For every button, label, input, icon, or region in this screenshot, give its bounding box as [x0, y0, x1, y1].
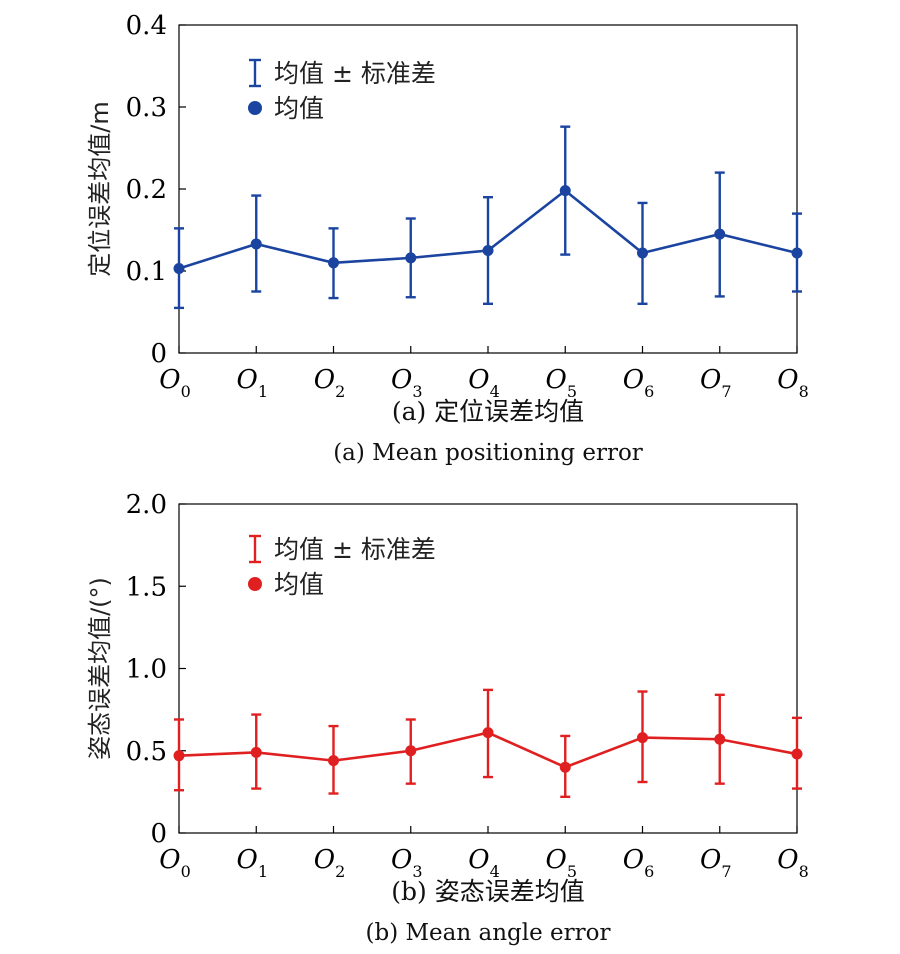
x-tick-base: O: [623, 845, 644, 875]
mean-point: [482, 245, 494, 256]
x-tick-subscript: 4: [490, 862, 500, 881]
y-tick-label: 0.2: [126, 175, 167, 205]
x-tick-label: O5: [545, 845, 577, 881]
x-tick-base: O: [236, 845, 257, 875]
x-tick-subscript: 3: [412, 862, 422, 881]
x-tick-base: O: [777, 365, 798, 395]
legend-label-mean-std: 均值 ± 标准差: [274, 535, 436, 564]
mean-point: [714, 733, 726, 745]
x-tick-subscript: 0: [181, 862, 191, 881]
y-tick-label: 1.0: [126, 655, 167, 685]
x-tick-subscript: 2: [335, 862, 345, 881]
caption-chinese: (a) 定位误差均值: [392, 397, 584, 426]
x-tick-label: O8: [777, 845, 809, 881]
mean-point: [328, 257, 339, 269]
x-tick-base: O: [468, 845, 489, 875]
x-tick-label: O8: [777, 365, 809, 401]
x-tick-label: O2: [314, 365, 346, 401]
chart-angle-error: 00.51.01.52.0O0 O1 O2 O3 O4 O5 O6 O7 O8姿态误差均值/(°…: [86, 490, 809, 946]
caption-chinese: (b) 姿态误差均值: [391, 877, 584, 906]
caption-english: (a) Mean positioning error: [333, 440, 643, 466]
x-tick-label: O1: [236, 365, 268, 401]
x-tick-label: O0: [159, 365, 191, 401]
x-tick-label: O3: [391, 365, 423, 401]
x-tick-base: O: [777, 845, 798, 875]
y-tick-label: 0.3: [126, 93, 167, 123]
mean-point: [637, 732, 648, 744]
x-tick-base: O: [468, 365, 489, 395]
x-tick-label: O6: [623, 845, 655, 881]
y-tick-label: 0: [150, 339, 167, 369]
x-tick-label: O7: [700, 365, 732, 401]
x-tick-base: O: [159, 365, 180, 395]
y-axis-label: 定位误差均值/m: [86, 101, 114, 276]
legend-label-mean-std: 均值 ± 标准差: [274, 59, 436, 88]
x-tick-subscript: 6: [644, 382, 654, 401]
x-tick-base: O: [314, 845, 335, 875]
mean-point: [173, 263, 185, 275]
x-tick-label: O7: [700, 845, 732, 881]
x-tick-label: O4: [468, 845, 500, 881]
legend-label-mean: 均值: [274, 570, 324, 599]
y-axis-label: 姿态误差均值/(°): [86, 577, 114, 760]
chart-positioning-error: 00.10.20.30.4O0 O1 O2 O3 O4 O5 O6 O7 O8定位误差均值/m均…: [86, 11, 809, 466]
x-tick-subscript: 6: [644, 862, 654, 881]
x-tick-base: O: [236, 365, 257, 395]
y-tick-label: 1.5: [126, 572, 167, 602]
x-tick-base: O: [159, 845, 180, 875]
plot-frame: [178, 503, 798, 834]
legend-label-mean: 均值: [274, 94, 324, 123]
x-tick-base: O: [391, 365, 412, 395]
x-tick-base: O: [700, 845, 721, 875]
x-tick-subscript: 2: [335, 382, 345, 401]
x-tick-subscript: 7: [721, 862, 731, 881]
x-tick-subscript: 5: [567, 862, 577, 881]
legend-point-icon: [248, 101, 262, 115]
mean-point: [173, 750, 185, 762]
mean-point: [405, 745, 417, 757]
y-tick-label: 0.1: [126, 257, 167, 287]
mean-point: [250, 238, 262, 250]
mean-point: [714, 228, 726, 240]
x-tick-base: O: [545, 365, 566, 395]
x-tick-subscript: 1: [258, 862, 268, 881]
mean-point: [791, 748, 803, 760]
mean-point: [405, 252, 417, 264]
x-tick-subscript: 3: [412, 382, 422, 401]
mean-point: [637, 247, 648, 259]
x-tick-label: O0: [159, 845, 191, 881]
mean-point: [559, 761, 571, 773]
x-tick-label: O6: [623, 365, 655, 401]
x-tick-subscript: 4: [490, 382, 500, 401]
x-tick-label: O1: [236, 845, 268, 881]
legend-point-icon: [248, 577, 262, 591]
caption-english: (b) Mean angle error: [366, 920, 611, 946]
x-tick-subscript: 5: [567, 382, 577, 401]
x-tick-base: O: [700, 365, 721, 395]
y-tick-label: 2.0: [126, 490, 167, 520]
x-tick-base: O: [545, 845, 566, 875]
x-tick-label: O5: [545, 365, 577, 401]
mean-point: [250, 746, 262, 758]
x-tick-subscript: 8: [799, 862, 809, 881]
x-tick-subscript: 7: [721, 382, 731, 401]
x-tick-base: O: [314, 365, 335, 395]
y-tick-label: 0.4: [126, 11, 167, 41]
mean-point: [791, 247, 803, 259]
x-tick-base: O: [391, 845, 412, 875]
mean-point: [328, 755, 339, 767]
x-tick-label: O2: [314, 845, 346, 881]
y-tick-label: 0: [150, 819, 167, 849]
y-tick-label: 0.5: [126, 737, 167, 767]
x-tick-subscript: 1: [258, 382, 268, 401]
mean-point: [482, 727, 494, 739]
x-tick-subscript: 8: [799, 382, 809, 401]
x-tick-label: O4: [468, 365, 500, 401]
x-tick-base: O: [623, 365, 644, 395]
x-tick-label: O3: [391, 845, 423, 881]
x-tick-subscript: 0: [181, 382, 191, 401]
mean-point: [559, 185, 571, 197]
